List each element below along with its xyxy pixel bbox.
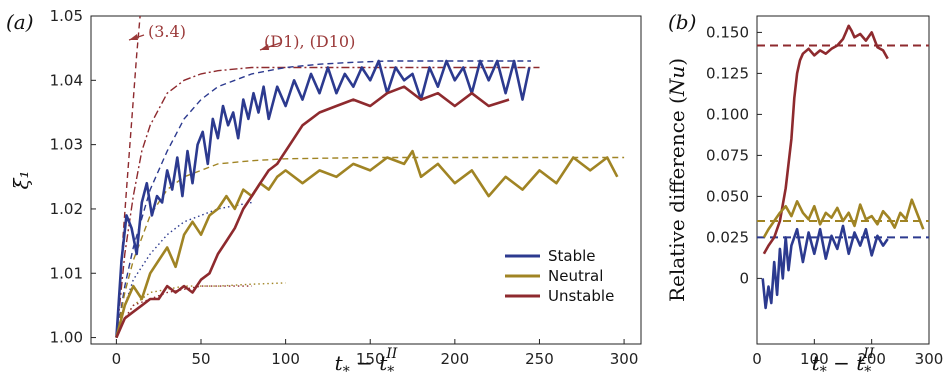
annotation-arrowhead-d1-d10	[260, 44, 269, 50]
x-tick-label: 150	[356, 350, 385, 368]
panel-b-x-axis-var2: t	[856, 351, 865, 375]
panel-b-y-axis-pre: Relative difference (	[665, 96, 689, 302]
model-curve-stable-dotted	[115, 201, 252, 338]
panel-a-annotations: (3.4) (D1), (D10)	[128, 22, 355, 51]
x-tick-label: 200	[857, 350, 886, 368]
y-tick-label: 1.04	[50, 71, 83, 89]
panel-b-x-axis-label: t* − t*II	[812, 346, 875, 380]
x-tick-label: 100	[271, 350, 300, 368]
series-line-stable	[761, 224, 889, 310]
panel-b-x-axis-var: t	[812, 351, 821, 375]
series-line-stable	[115, 59, 531, 338]
y-tick-label: 0.150	[706, 23, 749, 41]
legend-label-neutral: Neutral	[548, 267, 603, 285]
panel-b-x-axis-sub2: *	[864, 364, 871, 380]
x-tick-label: 0	[752, 350, 762, 368]
panel-a-x-axis-sub2: *	[387, 364, 394, 380]
x-tick-label: 300	[915, 350, 944, 368]
series-line-neutral	[762, 198, 925, 239]
model-curve-neutral-dotted	[115, 282, 286, 338]
panel-b-y-axis-post: )	[665, 58, 689, 66]
panel-a-x-axis-minus: −	[350, 351, 379, 375]
y-tick-label: 1.01	[50, 264, 83, 282]
panel-b-y-axis-label: Relative difference (Nu)	[665, 58, 689, 302]
y-tick-label: 0.025	[706, 228, 749, 246]
panel-b-x-axis-minus: −	[827, 351, 856, 375]
panel-a-x-axis-sup: II	[385, 346, 398, 362]
model-curve-unstable-dotted	[115, 285, 252, 338]
panel-a-x-axis-var: t	[335, 351, 344, 375]
annotation-3-4: (3.4)	[148, 22, 186, 41]
panel-a-x-axis-var2: t	[379, 351, 388, 375]
legend-label-unstable: Unstable	[548, 287, 614, 305]
panel-b-x-axis-sup: II	[862, 346, 875, 362]
y-tick-label: 0.075	[706, 146, 749, 164]
model-curve-unstable-dashdot	[115, 66, 540, 338]
panel-b-plot-area	[757, 24, 929, 310]
panel-a-label: (a)	[6, 10, 34, 34]
legend-label-stable: Stable	[548, 247, 596, 265]
annotation-arrowhead-3-4	[129, 34, 138, 40]
panel-b-frame	[756, 15, 930, 345]
series-line-unstable	[115, 85, 510, 339]
y-tick-label: 1.00	[50, 329, 83, 347]
panel-a-legend: Stable Neutral Unstable	[505, 247, 614, 305]
x-tick-label: 300	[610, 350, 639, 368]
x-tick-label: 50	[191, 350, 210, 368]
panel-b-y-axis-var: Nu	[665, 66, 689, 97]
y-tick-label: 0.100	[706, 105, 749, 123]
y-tick-label: 0.125	[706, 64, 749, 82]
series-line-unstable	[762, 24, 889, 255]
panel-a: (a) 0 50 100 150 200 250 300 1.00 1.01 1.02 1.03 1.…	[6, 7, 642, 380]
panel-b-x-axis-sub1: *	[820, 364, 827, 380]
panel-a-frame	[90, 15, 642, 345]
y-tick-label: 1.05	[50, 7, 83, 25]
model-curve-stable-dashed	[115, 60, 531, 338]
x-tick-label: 250	[525, 350, 554, 368]
y-tick-label: 0	[739, 269, 749, 287]
annotation-d1-d10: (D1), (D10)	[264, 32, 355, 51]
panel-a-y-axis-label: ξ₁	[9, 170, 33, 189]
panel-b: (b) 0 100 200 300 0 0.025 0.050 0.075 0.100 0.125…	[665, 10, 943, 380]
y-tick-label: 1.03	[50, 136, 83, 154]
panel-a-ticks: 0 50 100 150 200 250 300 1.00 1.01 1.02 1.03 1.04 1.…	[50, 7, 639, 368]
panel-a-x-axis-sub1: *	[343, 364, 350, 380]
x-tick-label: 100	[800, 350, 829, 368]
y-tick-label: 0.050	[706, 187, 749, 205]
panel-b-label: (b)	[668, 10, 696, 34]
y-tick-label: 1.02	[50, 200, 83, 218]
panel-b-ticks: 0 100 200 300 0 0.025 0.050 0.075 0.100 0.125 0.15…	[706, 23, 943, 368]
panel-a-plot-area	[115, 16, 625, 339]
x-tick-label: 0	[112, 350, 122, 368]
series-line-neutral	[115, 149, 619, 338]
x-tick-label: 200	[441, 350, 470, 368]
panel-a-x-axis-label: t* − t*II	[335, 346, 398, 380]
